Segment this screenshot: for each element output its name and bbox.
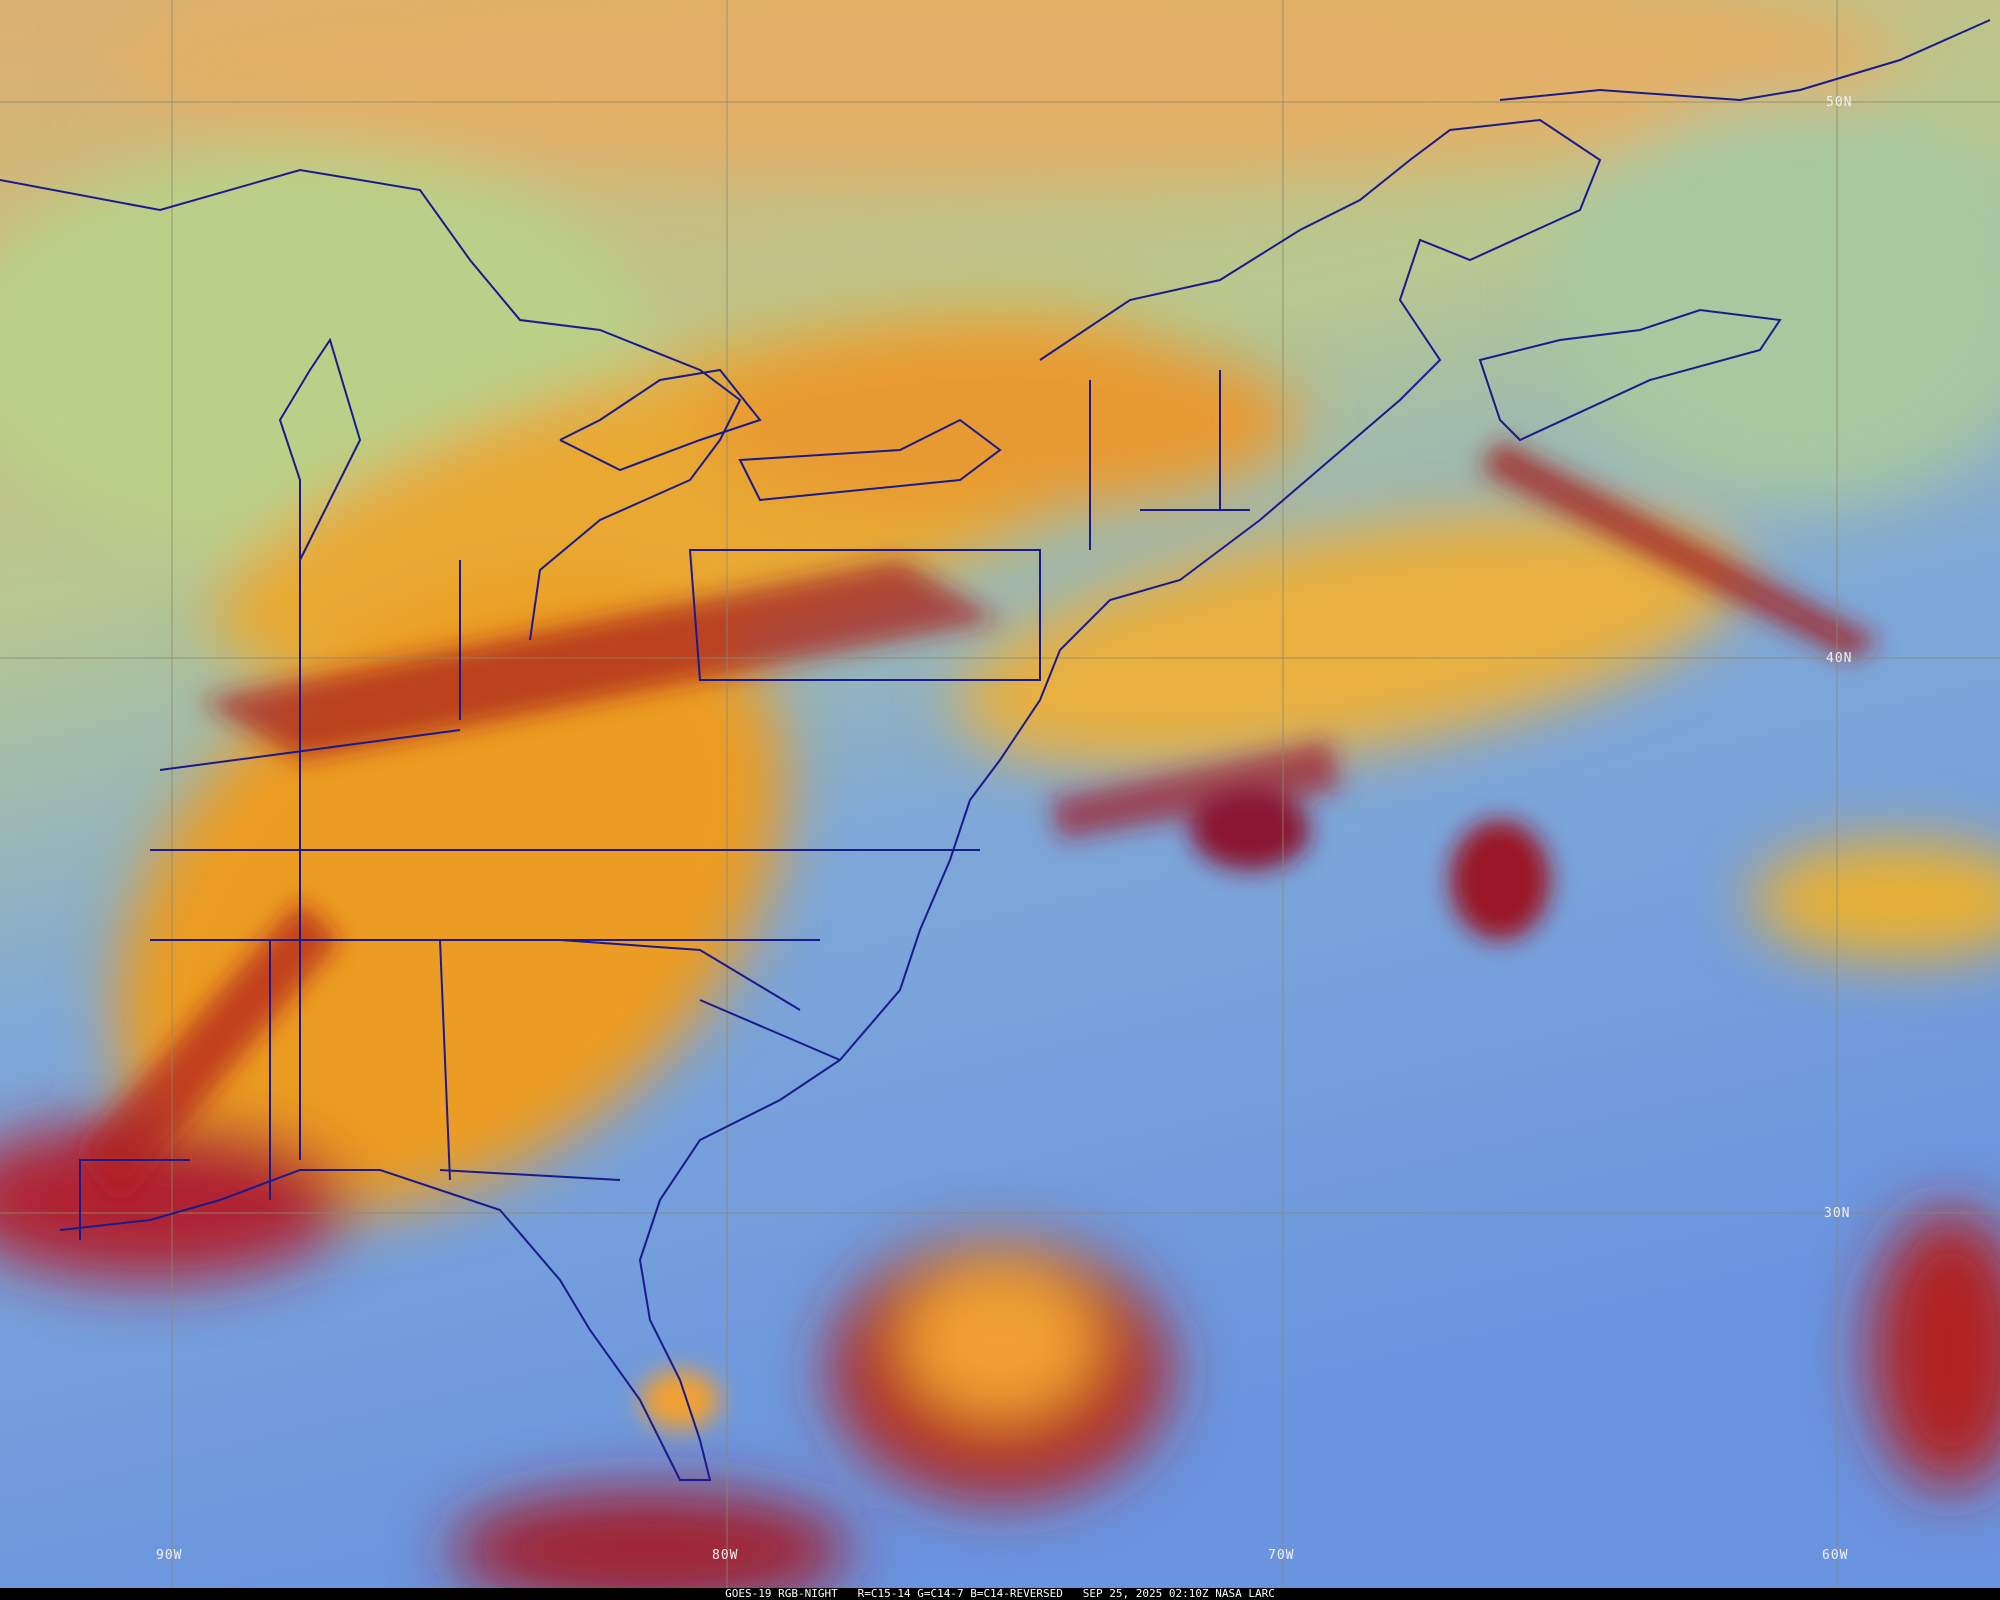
cloud-detail <box>80 440 1880 1430</box>
caption-channels: R=C15-14 G=C14-7 B=C14-REVERSED <box>857 1587 1063 1600</box>
caption-satellite: GOES-19 RGB-NIGHT <box>725 1587 838 1600</box>
longitude-label-70w: 70W <box>1268 1548 1295 1563</box>
latitude-label-30n: 30N <box>1824 1206 1851 1221</box>
latitude-label-40n: 40N <box>1826 651 1853 666</box>
image-caption-bar: GOES-19 RGB-NIGHT R=C15-14 G=C14-7 B=C14… <box>0 1588 2000 1600</box>
longitude-label-90w: 90W <box>156 1548 183 1563</box>
longitude-label-60w: 60W <box>1822 1548 1849 1563</box>
latitude-label-50n: 50N <box>1826 95 1853 110</box>
caption-timestamp: SEP 25, 2025 02:10Z NASA LARC <box>1082 1587 1275 1600</box>
longitude-label-80w: 80W <box>712 1548 739 1563</box>
political-borders <box>0 19 1991 1481</box>
